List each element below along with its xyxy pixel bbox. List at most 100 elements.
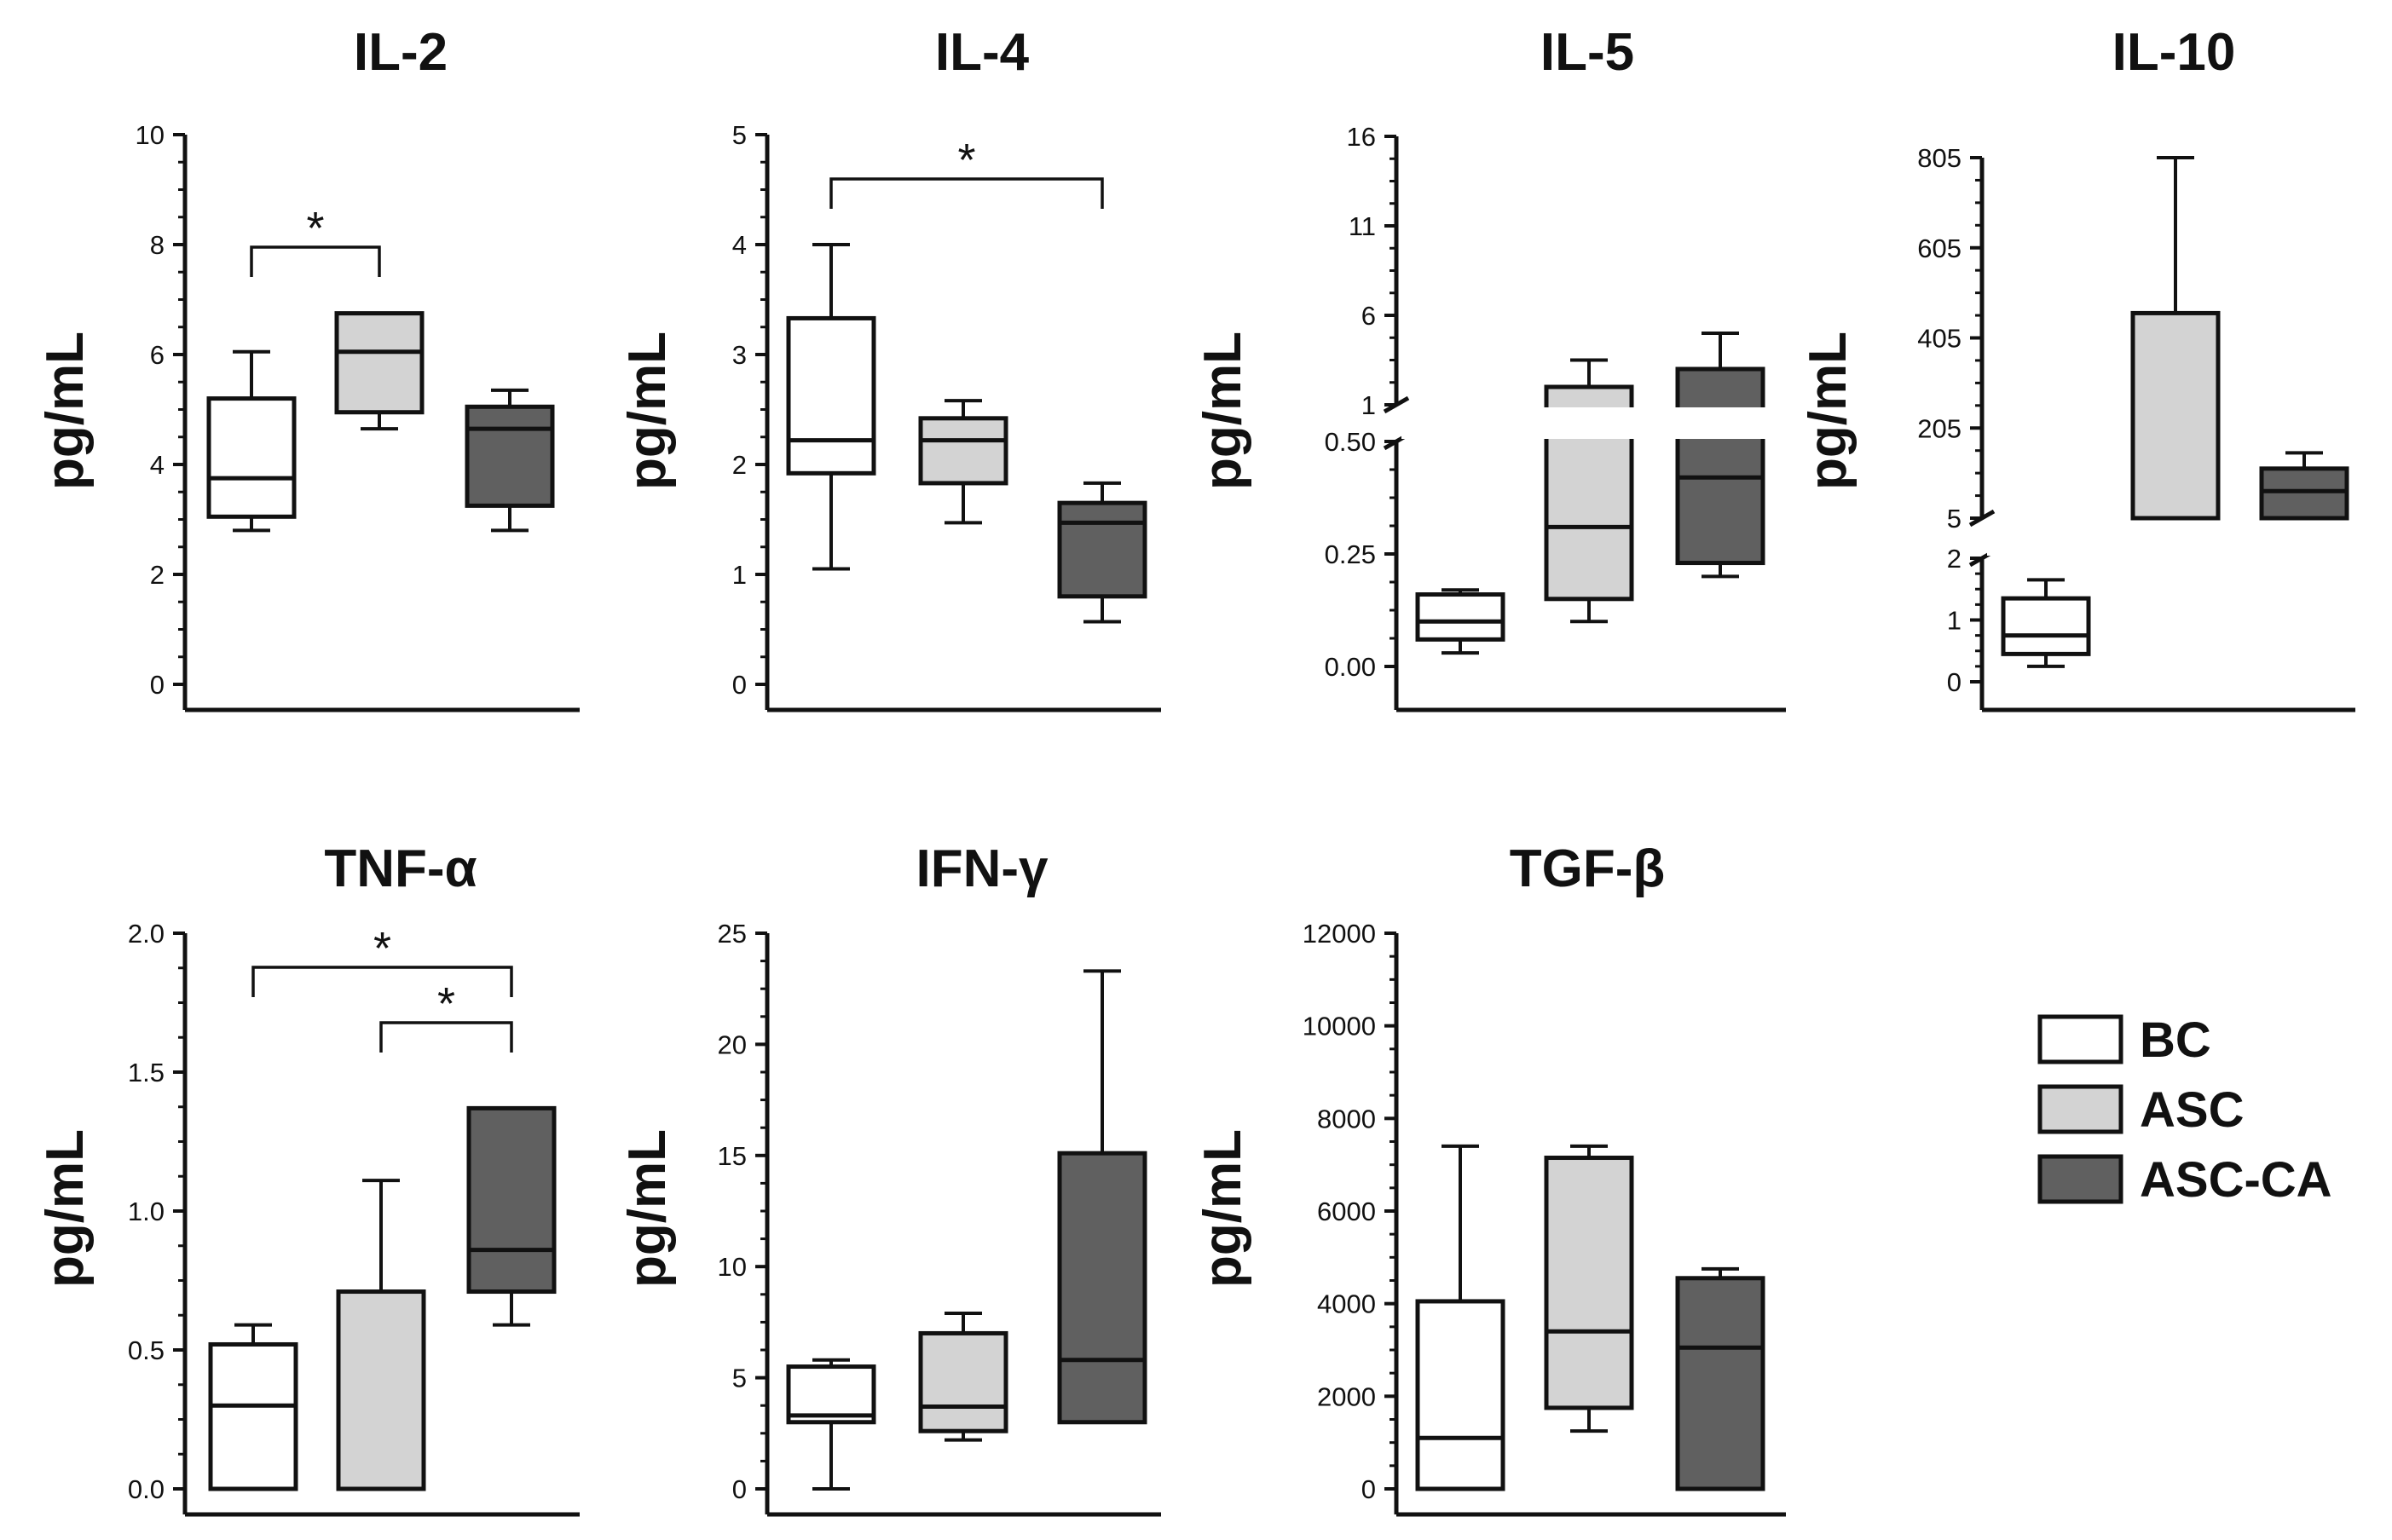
legend-swatch (2037, 1084, 2123, 1134)
y-tick-label: 2 (1947, 544, 1962, 574)
box-iqr (918, 416, 1008, 486)
y-tick-label: 2 (732, 450, 747, 480)
y-tick-label: 10000 (1303, 1012, 1376, 1041)
y-tick-label: 2 (150, 560, 165, 590)
chart-title: TNF-α (324, 839, 477, 898)
box-asc (336, 1179, 426, 1491)
y-tick-label: 2000 (1317, 1381, 1376, 1411)
box-asc-ca (1057, 969, 1147, 1425)
box-iqr (1415, 1299, 1505, 1491)
y-tick-label: 1 (1947, 606, 1962, 636)
y-tick-label: 10 (718, 1252, 747, 1282)
y-tick-label: 1.0 (128, 1197, 165, 1226)
y-tick-label: 6000 (1317, 1197, 1376, 1226)
box-iqr (1675, 1276, 1765, 1491)
y-tick-label: 4 (732, 230, 747, 260)
legend-swatch (2037, 1154, 2123, 1204)
y-tick-label: 3 (732, 340, 747, 370)
bracket-line (250, 245, 381, 277)
y-tick-label: 8000 (1317, 1104, 1376, 1133)
y-tick-label: 0 (732, 1474, 747, 1504)
chart-il-4: IL-4 pg/mL 0 1 2 3 4 5 * (618, 23, 1161, 712)
bracket-line (829, 177, 1104, 209)
chart-tnf-alpha: TNF-α pg/mL 0.0 0.5 1.0 1.5 2.0 * * (36, 839, 580, 1517)
chart-title: IL-5 (1540, 23, 1634, 82)
legend-entry-asc-ca: ASC-CA (2037, 1152, 2332, 1208)
box-asc-ca (2259, 451, 2349, 521)
y-tick-label: 0.50 (1325, 427, 1376, 457)
y-axis-label: pg/mL (36, 332, 95, 490)
y-tick-label: 0 (150, 670, 165, 700)
y-tick-label: 1 (732, 560, 747, 590)
y-tick-label: 25 (718, 919, 747, 949)
box-asc-ca (465, 388, 555, 533)
y-axis-label: pg/mL (1193, 1129, 1252, 1288)
y-tick-label: 15 (718, 1141, 747, 1171)
y-tick-label: 10 (136, 120, 165, 150)
box-bc (206, 349, 297, 533)
significance-label: * (373, 923, 391, 974)
box-iqr (208, 1341, 298, 1491)
significance-label: * (957, 135, 975, 186)
y-axis-label: pg/mL (618, 1129, 677, 1288)
box-iqr (918, 1330, 1008, 1433)
y-tick-label: 605 (1917, 234, 1962, 263)
box-iqr (466, 1105, 557, 1295)
y-axis-label: pg/mL (618, 332, 677, 490)
legend-entry-bc: BC (2037, 1012, 2211, 1068)
y-tick-label: 6 (1361, 301, 1376, 331)
y-axis-label: pg/mL (1799, 332, 1858, 490)
box-asc (918, 1311, 1008, 1442)
box-asc-ca (1057, 481, 1147, 624)
box-asc-ca (1675, 1266, 1765, 1491)
y-tick-label: 11 (1349, 211, 1376, 241)
chart-ifn-gamma: IFN-γ pg/mL 0 5 10 15 20 25 (618, 839, 1161, 1517)
box-iqr (1415, 592, 1505, 642)
y-tick-label: 16 (1347, 122, 1376, 152)
y-tick-label: 5 (1947, 504, 1962, 534)
box-iqr (465, 404, 555, 508)
y-tick-label: 1.5 (128, 1058, 165, 1087)
axis-break-gap (1987, 521, 2360, 556)
legend-label: ASC (2140, 1082, 2244, 1138)
box-iqr (2259, 466, 2349, 521)
box-iqr (2130, 310, 2221, 521)
box-bc (208, 1323, 298, 1491)
y-tick-label: 20 (718, 1030, 747, 1059)
y-tick-label: 8 (150, 230, 165, 260)
chart-title: IFN-γ (916, 839, 1049, 898)
box-asc-ca (466, 1105, 557, 1327)
box-iqr (2001, 596, 2091, 656)
y-tick-label: 5 (732, 1364, 747, 1393)
axis-break-gap (1401, 407, 1791, 439)
significance-label: * (437, 978, 455, 1030)
chart-tgf-beta: TGF-β pg/mL 0 2000 4000 6000 8000 10000 12000 (1193, 839, 1786, 1517)
y-tick-label: 1 (1361, 390, 1376, 420)
box-asc (334, 311, 425, 431)
y-tick-label: 205 (1917, 413, 1962, 443)
box-asc (2130, 156, 2221, 521)
y-tick-label: 6 (150, 340, 165, 370)
box-iqr (786, 315, 876, 476)
box-iqr (786, 1364, 876, 1425)
significance-bracket: * (250, 203, 381, 277)
box-iqr (1057, 500, 1147, 599)
box-iqr (1675, 366, 1765, 566)
bracket-line (251, 966, 513, 997)
box-iqr (1544, 1156, 1634, 1410)
y-tick-label: 12000 (1303, 919, 1376, 949)
y-tick-label: 0 (732, 670, 747, 700)
significance-label: * (306, 203, 324, 254)
box-asc-ca (1675, 332, 1765, 579)
box-iqr (206, 396, 297, 519)
chart-title: IL-4 (935, 23, 1030, 82)
box-asc (1544, 358, 1634, 624)
box-bc (786, 1358, 876, 1491)
y-tick-label: 0.00 (1325, 652, 1376, 682)
bracket-line (379, 1021, 513, 1053)
y-tick-label: 5 (732, 120, 747, 150)
chart-il-2: IL-2 pg/mL 0 2 4 6 8 10 * (36, 23, 580, 712)
